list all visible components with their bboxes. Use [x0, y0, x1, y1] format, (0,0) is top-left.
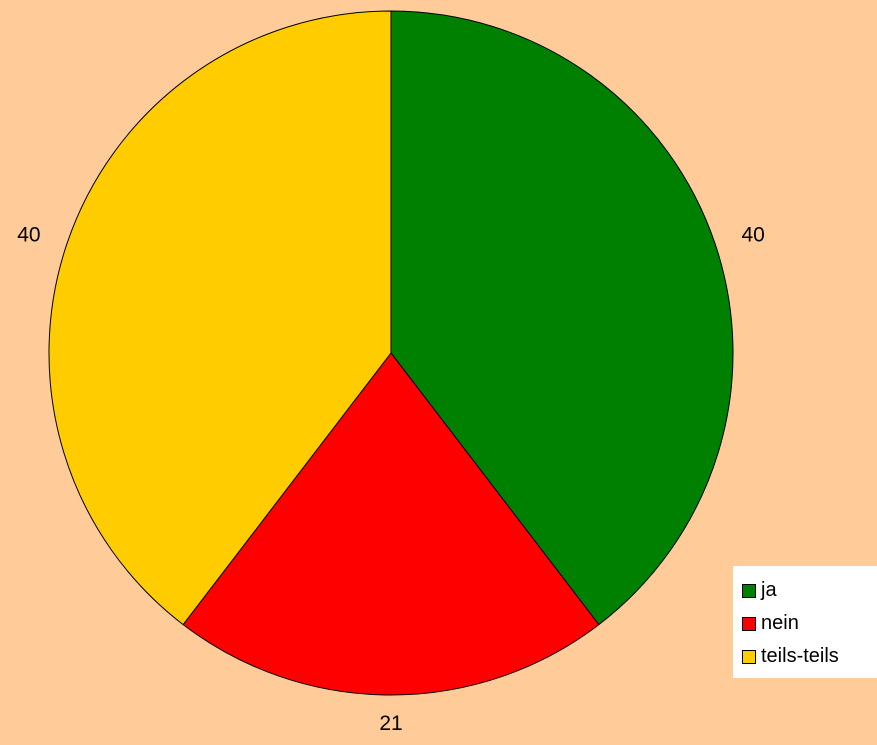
legend-swatch-ja: [742, 583, 756, 598]
legend: ja nein teils-teils: [733, 566, 877, 678]
pie-slice-ja: [390, 10, 734, 626]
legend-label-teils-teils: teils-teils: [761, 645, 839, 667]
data-label-teils-teils: 40: [17, 223, 40, 246]
legend-label-ja: ja: [761, 579, 777, 601]
legend-item-nein: nein: [733, 607, 877, 640]
data-label-ja: 40: [741, 223, 764, 246]
data-label-nein: 21: [379, 712, 402, 735]
pie-slice-teils-teils: [48, 10, 392, 626]
legend-item-ja: ja: [733, 574, 877, 607]
legend-label-nein: nein: [761, 612, 799, 634]
legend-swatch-nein: [742, 616, 756, 631]
pie-slice-nein: [182, 352, 600, 696]
legend-item-teils-teils: teils-teils: [733, 640, 877, 673]
legend-swatch-teils-teils: [742, 649, 756, 664]
